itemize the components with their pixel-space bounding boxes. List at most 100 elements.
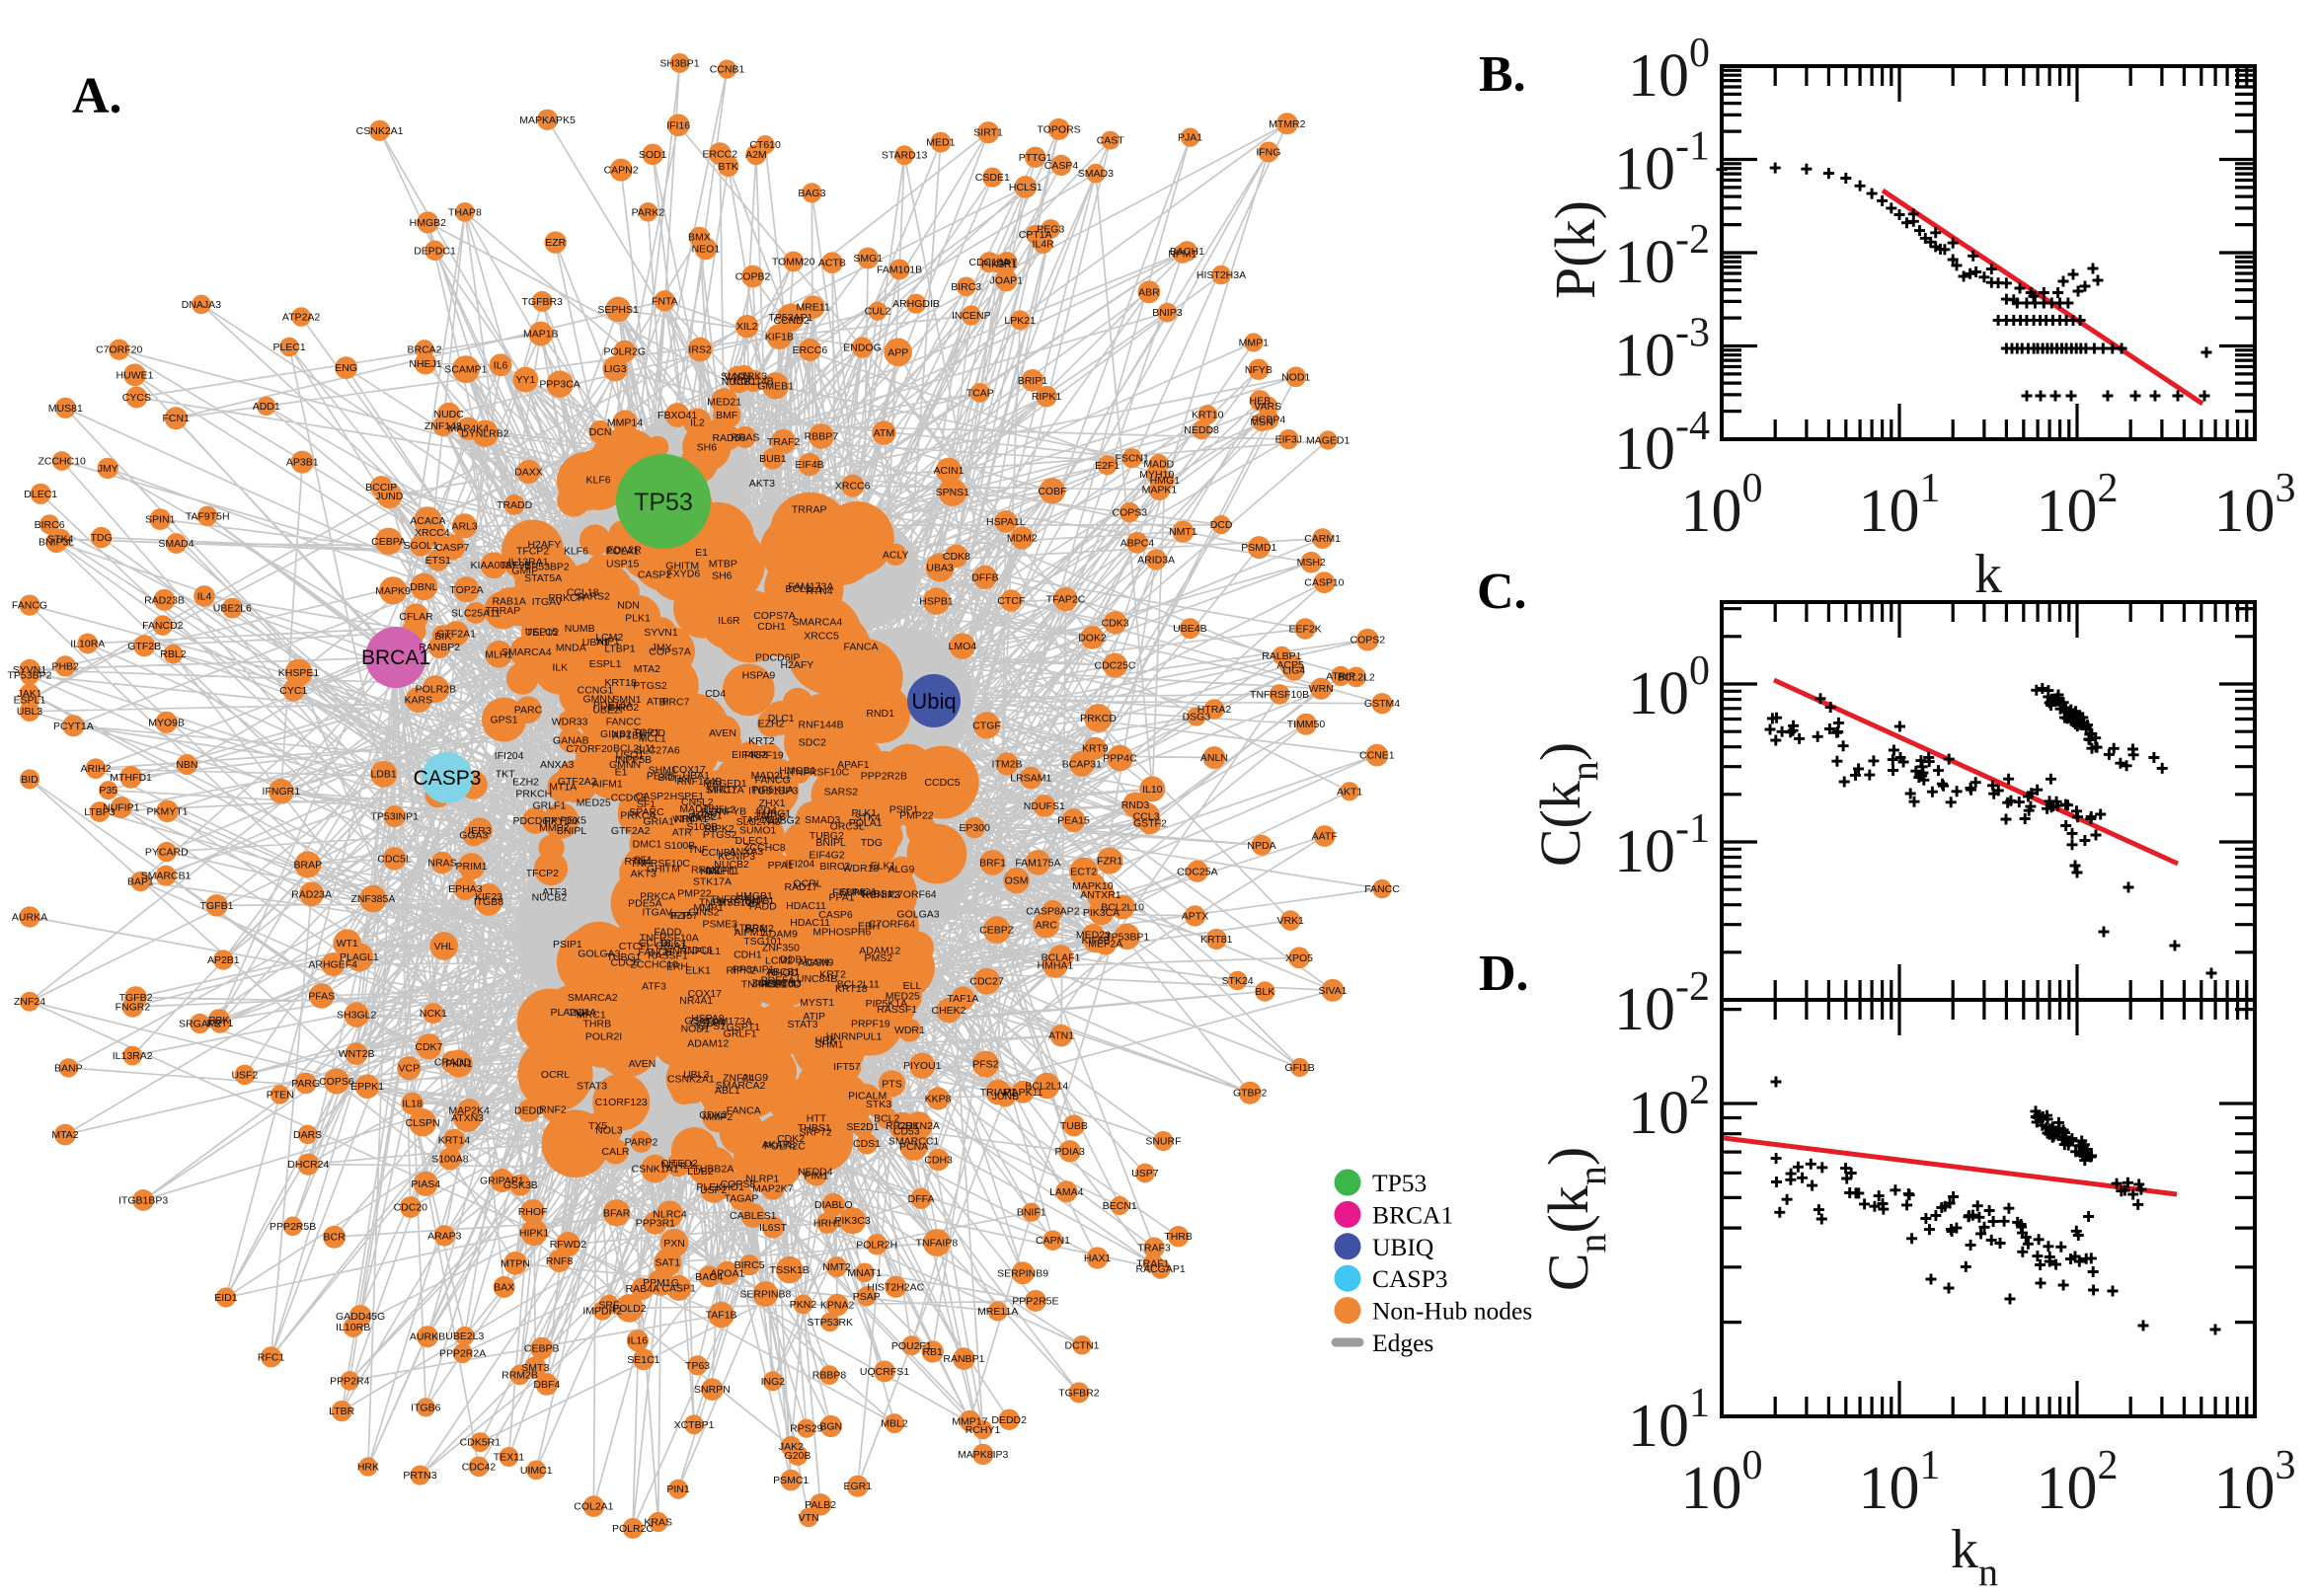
svg-text:P35: P35 [99,785,117,797]
svg-text:PRKCH: PRKCH [549,592,585,604]
svg-text:MRC1: MRC1 [707,784,736,796]
svg-text:TUBG1: TUBG1 [606,951,641,963]
svg-text:VTN: VTN [799,1512,819,1524]
svg-text:RTN4: RTN4 [624,856,651,868]
svg-text:NFYB: NFYB [719,805,746,817]
svg-text:PARG: PARG [291,1078,320,1090]
svg-text:IFNG: IFNG [1256,147,1280,159]
svg-text:IL4R: IL4R [1033,239,1055,251]
svg-text:LDB1: LDB1 [370,769,396,781]
svg-text:NDN: NDN [617,600,640,612]
svg-text:RB1: RB1 [922,1346,943,1358]
svg-text:LTBR: LTBR [329,1406,354,1417]
svg-text:PPA1: PPA1 [828,892,854,904]
svg-text:GMEB1: GMEB1 [757,380,794,392]
svg-text:AIFM1: AIFM1 [733,927,764,939]
svg-text:PIAS4: PIAS4 [411,1178,440,1190]
svg-text:ATRIP: ATRIP [1326,670,1355,682]
svg-text:ARAP3: ARAP3 [427,1230,462,1242]
svg-text:PLK1: PLK1 [625,612,651,624]
svg-text:BLK: BLK [1255,986,1274,998]
svg-text:ARID3A: ARID3A [1137,554,1175,566]
svg-text:SMARCA4: SMARCA4 [792,617,842,629]
svg-text:SRF: SRF [598,1299,619,1311]
svg-text:ZNF350: ZNF350 [762,943,800,954]
svg-text:LDB2: LDB2 [687,1166,713,1178]
svg-text:BID: BID [657,772,675,784]
svg-text:CCDC5: CCDC5 [611,793,647,804]
svg-text:GSTM4: GSTM4 [690,1017,726,1028]
svg-text:ALG9: ALG9 [741,1072,768,1084]
svg-text:TNFRSF10B: TNFRSF10B [1250,689,1309,701]
svg-text:CDKN2A: CDKN2A [897,1120,940,1132]
svg-text:FAM173A: FAM173A [788,580,833,592]
svg-text:A.: A. [72,68,122,124]
svg-text:DHCR24: DHCR24 [287,1159,329,1171]
svg-text:MSH2: MSH2 [1297,557,1326,569]
svg-text:SH6: SH6 [697,441,718,453]
svg-text:KKP8: KKP8 [925,1094,952,1105]
svg-text:FAM175A: FAM175A [1015,857,1060,869]
svg-text:CCNB1: CCNB1 [710,64,745,76]
svg-text:EZH2: EZH2 [758,718,785,729]
svg-text:NLRP1: NLRP1 [745,1173,779,1184]
svg-text:THBS1: THBS1 [860,888,893,900]
svg-text:SMT3: SMT3 [521,1362,549,1374]
svg-text:NCK1: NCK1 [420,1008,447,1020]
svg-text:AVEN: AVEN [709,727,736,739]
svg-text:NFYB: NFYB [1245,364,1273,376]
svg-text:CPT1A: CPT1A [1019,229,1052,241]
svg-text:HIST2H3A: HIST2H3A [1197,269,1246,281]
svg-text:HAX1: HAX1 [1084,1253,1112,1264]
svg-text:VARS: VARS [1254,401,1281,413]
svg-text:ABL1: ABL1 [715,1085,740,1097]
svg-text:SMARCA2: SMARCA2 [568,992,618,1004]
svg-text:ELK1: ELK1 [871,860,896,872]
svg-text:IL10RB: IL10RB [336,1322,370,1333]
svg-text:SDC2: SDC2 [799,737,826,749]
svg-text:GPS1: GPS1 [698,1021,726,1032]
svg-text:100: 100 [1681,466,1763,545]
svg-text:D.: D. [1479,946,1529,1002]
svg-text:MAPK11: MAPK11 [1003,1087,1043,1099]
svg-text:TUBG2: TUBG2 [810,830,844,842]
svg-text:LCM2: LCM2 [765,955,793,967]
svg-text:BCL2L1: BCL2L1 [785,583,822,595]
svg-text:IL6: IL6 [494,359,508,371]
svg-text:BNIPL: BNIPL [815,837,846,849]
svg-text:IFI16: IFI16 [666,119,690,131]
svg-text:NUCB2: NUCB2 [714,859,749,871]
svg-text:PTGS2: PTGS2 [633,680,667,692]
svg-text:k: k [1974,544,2002,605]
svg-text:CDC6: CDC6 [684,945,713,956]
svg-text:PIK3C3: PIK3C3 [835,1215,871,1227]
svg-text:SHM1: SHM1 [649,765,677,777]
svg-text:SARS2: SARS2 [824,787,859,798]
svg-text:ATF3: ATF3 [642,980,666,992]
svg-text:FANCD2: FANCD2 [142,620,184,632]
svg-text:RBBP7: RBBP7 [805,431,839,443]
svg-text:DCN: DCN [589,426,612,438]
svg-text:CSNK2A1: CSNK2A1 [667,1074,715,1086]
svg-text:LMO4: LMO4 [949,641,977,652]
svg-text:HRH1: HRH1 [813,1217,842,1229]
svg-text:TOPORS: TOPORS [1038,123,1081,135]
svg-text:ZCCHC8: ZCCHC8 [743,842,786,854]
svg-text:KRT18: KRT18 [604,677,637,689]
svg-text:TRRAP: TRRAP [486,605,521,617]
svg-text:NMT2: NMT2 [822,1261,851,1273]
svg-text:MAPK10: MAPK10 [1072,880,1114,892]
svg-text:STAT3: STAT3 [788,1019,818,1030]
svg-text:USP15: USP15 [525,627,558,639]
svg-text:BNIP3L: BNIP3L [39,537,74,549]
svg-text:UIMC1: UIMC1 [520,1465,553,1477]
svg-text:BCL2L11: BCL2L11 [613,742,656,754]
svg-text:C7ORF64: C7ORF64 [869,918,915,930]
svg-text:CDC27: CDC27 [969,976,1004,988]
svg-text:CASP7: CASP7 [435,542,470,554]
svg-text:ATP2A2: ATP2A2 [282,312,320,324]
svg-text:SNRPN: SNRPN [694,1384,731,1396]
svg-text:ARIH2: ARIH2 [81,763,112,775]
svg-text:NHEJ1: NHEJ1 [409,358,441,370]
svg-text:MTMR2: MTMR2 [1269,118,1305,130]
